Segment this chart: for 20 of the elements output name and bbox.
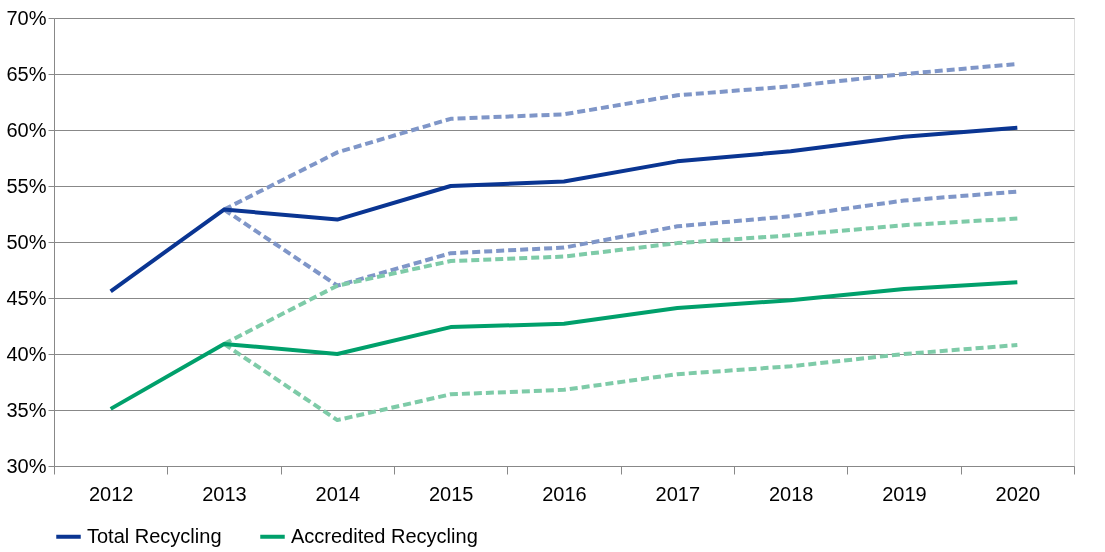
y-tick-label: 40%: [6, 342, 47, 365]
x-tick-label: 2016: [542, 482, 587, 505]
y-tick-label: 50%: [6, 230, 47, 253]
x-tick-label: 2017: [655, 482, 701, 505]
y-tick-label: 45%: [6, 286, 47, 309]
x-tick-label: 2013: [202, 482, 247, 505]
legend-label: Total Recycling: [87, 524, 222, 547]
x-tick-label: 2012: [88, 482, 134, 505]
y-tick-label: 60%: [6, 118, 47, 141]
x-tick-label: 2019: [882, 482, 927, 505]
y-tick-label: 35%: [6, 398, 47, 421]
y-tick-label: 65%: [6, 62, 47, 85]
y-tick-label: 30%: [6, 454, 47, 477]
x-tick-label: 2015: [428, 482, 474, 505]
x-tick-label: 2020: [995, 482, 1041, 505]
x-tick-label: 2014: [315, 482, 361, 505]
x-tick-label: 2018: [768, 482, 814, 505]
legend-label: Accredited Recycling: [291, 524, 478, 547]
y-tick-label: 70%: [6, 6, 47, 29]
y-tick-label: 55%: [6, 174, 47, 197]
